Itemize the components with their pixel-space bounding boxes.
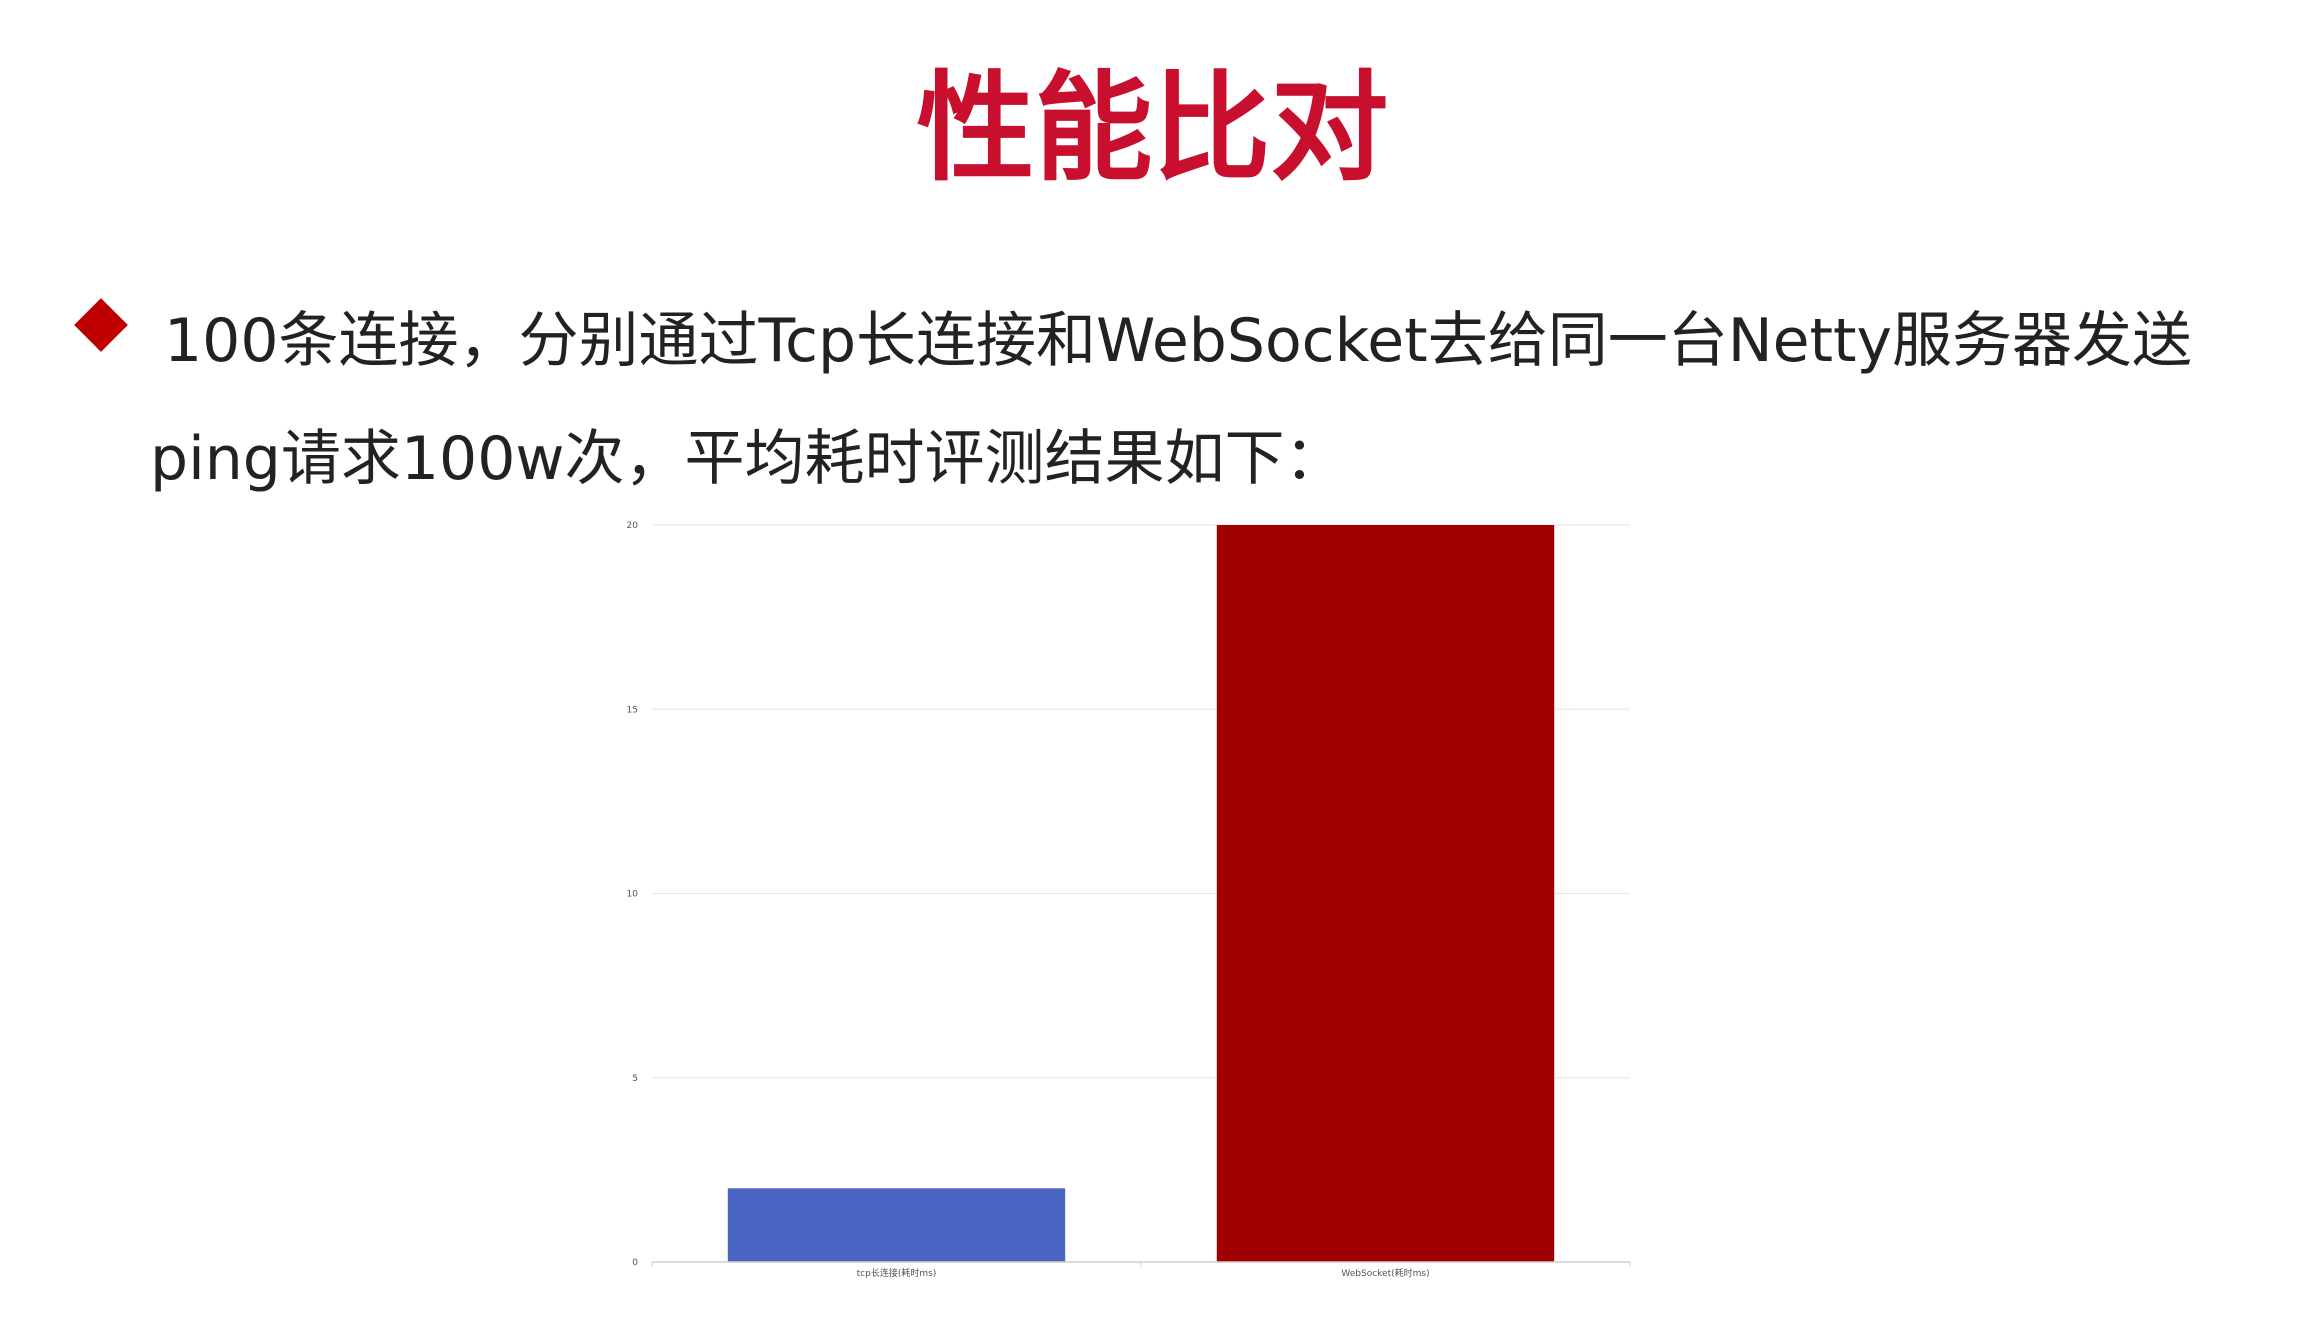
bar	[727, 1188, 1066, 1262]
x-tick-label: WebSocket(耗时ms)	[1341, 1267, 1429, 1279]
y-tick-label: 0	[632, 1258, 638, 1268]
bullet-diamond-icon	[74, 298, 128, 352]
y-tick-label: 20	[627, 521, 639, 531]
chart-x-tick-labels: tcp长连接(耗时ms) WebSocket(耗时ms)	[857, 1267, 1430, 1279]
chart-x-axis	[651, 1261, 1631, 1267]
x-tick-label: tcp长连接(耗时ms)	[857, 1267, 937, 1279]
y-tick-label: 10	[627, 890, 639, 900]
slide-title: 性能比对	[916, 59, 1389, 197]
y-tick-label: 5	[632, 1074, 638, 1084]
bullet-text: 100条连接，分别通过Tcp长连接和WebSocket去给同一台Netty服务器…	[150, 306, 2193, 494]
chart-bars	[727, 525, 1555, 1262]
chart-y-tick-labels: 0 5 10 15 20	[627, 521, 639, 1268]
bar-chart: 0 5 10 15 20 tcp长连接(耗时ms) WebSocket(耗时ms)	[627, 521, 1631, 1279]
y-tick-label: 15	[627, 705, 638, 715]
bar	[1216, 525, 1555, 1262]
